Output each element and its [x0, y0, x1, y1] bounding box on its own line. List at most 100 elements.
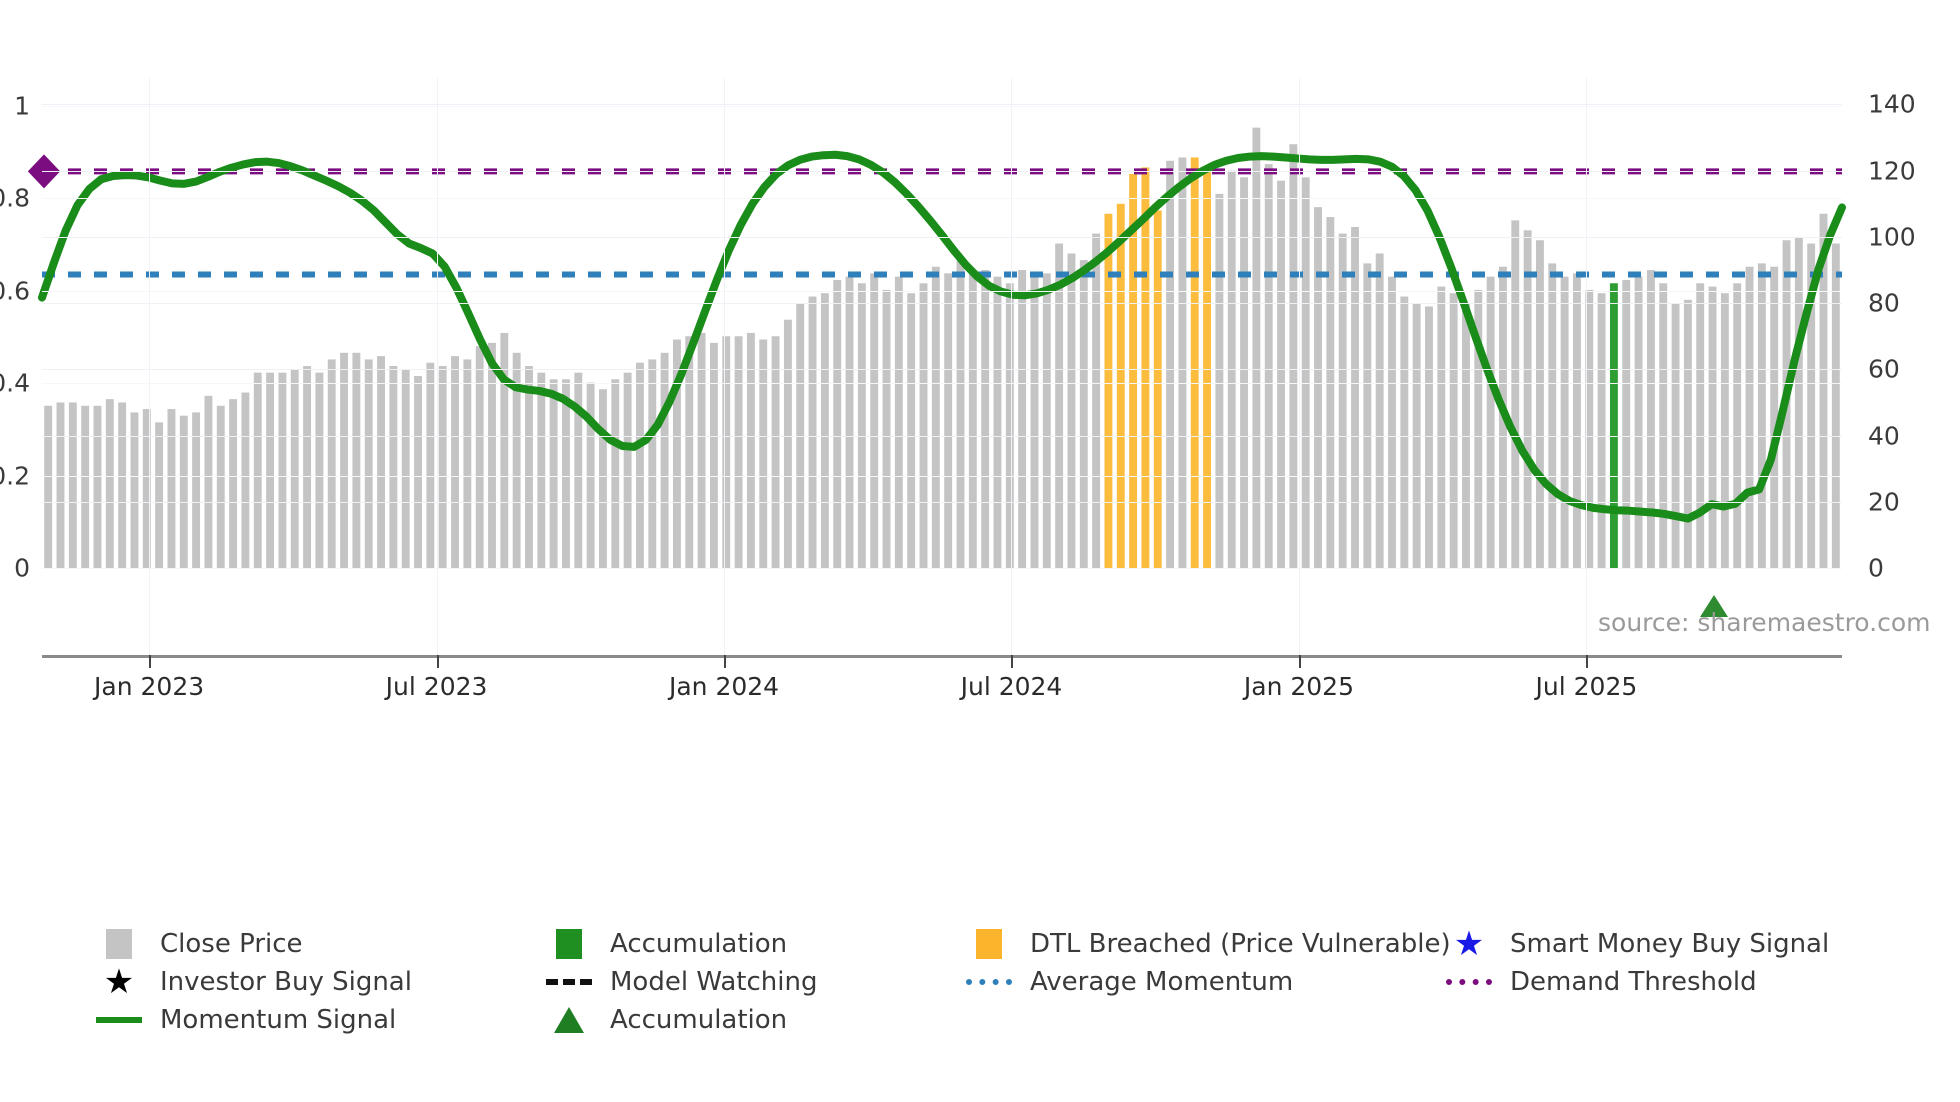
bar-close-price: [401, 369, 410, 568]
bar-close-price: [845, 276, 854, 568]
right-axis-tick: 120: [1868, 156, 1916, 186]
bar-close-price: [488, 342, 496, 568]
bar-close-price: [648, 359, 657, 568]
bar-close-price: [1055, 243, 1064, 569]
x-tick-mark: [724, 655, 727, 668]
legend-item-label: Close Price: [160, 929, 303, 959]
legend-smart-money-buy-signal[interactable]: ★ Smart Money Buy Signal: [1446, 927, 1866, 961]
legend-swatch-dashed: [546, 979, 592, 985]
bar-close-price: [1030, 276, 1039, 568]
legend-swatch-dotted-icon: [966, 979, 1012, 985]
bar-close-price: [1375, 253, 1384, 568]
x-gridline: [1586, 78, 1588, 655]
bar-close-price: [697, 332, 706, 568]
legend-item-label: Demand Threshold: [1510, 967, 1757, 997]
bar-close-price: [105, 399, 114, 568]
bar-dtl-breached: [1190, 157, 1199, 568]
bar-close-price: [1215, 193, 1224, 568]
bar-close-price: [216, 405, 225, 568]
bar-close-price: [414, 375, 422, 568]
bar-close-price: [327, 359, 336, 568]
bar-close-price: [907, 293, 916, 568]
bar-close-price: [389, 366, 398, 568]
bar-close-price: [783, 319, 792, 568]
bar-close-price: [672, 339, 681, 568]
bar-close-price: [1289, 144, 1298, 568]
gridline: [42, 435, 1842, 437]
legend-average-momentum[interactable]: Average Momentum: [966, 967, 1446, 997]
bar-close-price: [623, 372, 632, 568]
legend-swatch-dotted-icon: [1446, 979, 1492, 985]
bar-close-price: [1252, 127, 1261, 568]
legend-investor-buy-signal[interactable]: ★ Investor Buy Signal: [96, 965, 546, 999]
bar-close-price: [364, 359, 373, 568]
bar-close-price: [759, 339, 768, 568]
bar-close-price: [1770, 266, 1779, 568]
bar-close-price: [1696, 283, 1705, 568]
bar-close-price: [56, 402, 65, 568]
gridline: [42, 170, 1842, 172]
bar-close-price: [1622, 279, 1631, 568]
bar-close-price: [525, 366, 533, 568]
bar-close-price: [1092, 233, 1101, 569]
bar-close-price: [611, 379, 620, 568]
legend-close-price[interactable]: Close Price: [96, 929, 546, 959]
legend-item-label: Smart Money Buy Signal: [1510, 929, 1830, 959]
bar-close-price: [1005, 283, 1014, 568]
legend-item-label: Model Watching: [610, 967, 818, 997]
x-tick-mark: [1586, 655, 1589, 668]
bar-accumulation: [1609, 283, 1618, 568]
legend-item-label: Investor Buy Signal: [160, 967, 412, 997]
x-tick-mark: [436, 655, 439, 668]
source-note: source: sharemaestro.com: [1598, 608, 1931, 637]
bar-close-price: [956, 260, 965, 568]
bar-dtl-breached: [1141, 167, 1150, 568]
x-gridline: [149, 78, 151, 655]
bar-close-price: [820, 293, 829, 568]
star-icon: ★: [103, 962, 135, 1002]
bar-close-price: [1560, 276, 1569, 568]
bar-close-price: [562, 379, 570, 568]
bar-close-price: [1363, 263, 1372, 568]
bar-close-price: [438, 366, 447, 568]
bar-close-price: [931, 266, 940, 568]
legend-accumulation-rect[interactable]: Accumulation: [546, 929, 966, 959]
bar-close-price: [167, 409, 176, 568]
bar-close-price: [1437, 286, 1446, 568]
bar-close-price: [290, 369, 299, 568]
bar-close-price: [586, 382, 595, 568]
x-tick-label: Jul 2023: [385, 672, 488, 701]
gridline-minor: [42, 475, 1842, 477]
legend-model-watching[interactable]: Model Watching: [546, 967, 966, 997]
bar-close-price: [808, 296, 817, 568]
bar-close-price: [315, 372, 324, 568]
bar-close-price: [894, 276, 903, 568]
bar-close-price: [1819, 213, 1828, 569]
left-axis: 0 0.2 0.4 0.6 0.8 1: [0, 78, 40, 580]
legend-momentum-signal[interactable]: Momentum Signal: [96, 1005, 546, 1035]
legend-swatch-rect: [556, 929, 582, 959]
star-icon-wrap: ★: [96, 965, 142, 999]
bar-close-price: [685, 336, 694, 568]
legend-swatch-dashed-icon: [546, 979, 592, 985]
right-axis-tick: 20: [1868, 487, 1900, 517]
legend-demand-threshold[interactable]: Demand Threshold: [1446, 967, 1866, 997]
right-axis-tick: 40: [1868, 421, 1900, 451]
legend-dtl-breached[interactable]: DTL Breached (Price Vulnerable): [966, 929, 1451, 959]
bar-close-price: [192, 412, 201, 568]
bar-close-price: [1831, 243, 1840, 569]
bar-close-price: [1511, 220, 1520, 569]
bar-close-price: [574, 372, 583, 568]
legend-accumulation-triangle[interactable]: Accumulation: [546, 1005, 966, 1035]
legend-swatch-dotted: [966, 979, 1012, 985]
bar-close-price: [1240, 177, 1248, 568]
bar-close-price: [130, 412, 139, 568]
gridline: [42, 369, 1842, 371]
bar-close-price: [734, 336, 743, 568]
bar-close-price: [377, 356, 385, 568]
legend-swatch-rect-icon: [546, 929, 592, 959]
bar-close-price: [1079, 260, 1088, 568]
bar-close-price: [1314, 207, 1322, 568]
bar-close-price: [1720, 293, 1729, 568]
star-icon-wrap: ★: [1446, 927, 1492, 961]
